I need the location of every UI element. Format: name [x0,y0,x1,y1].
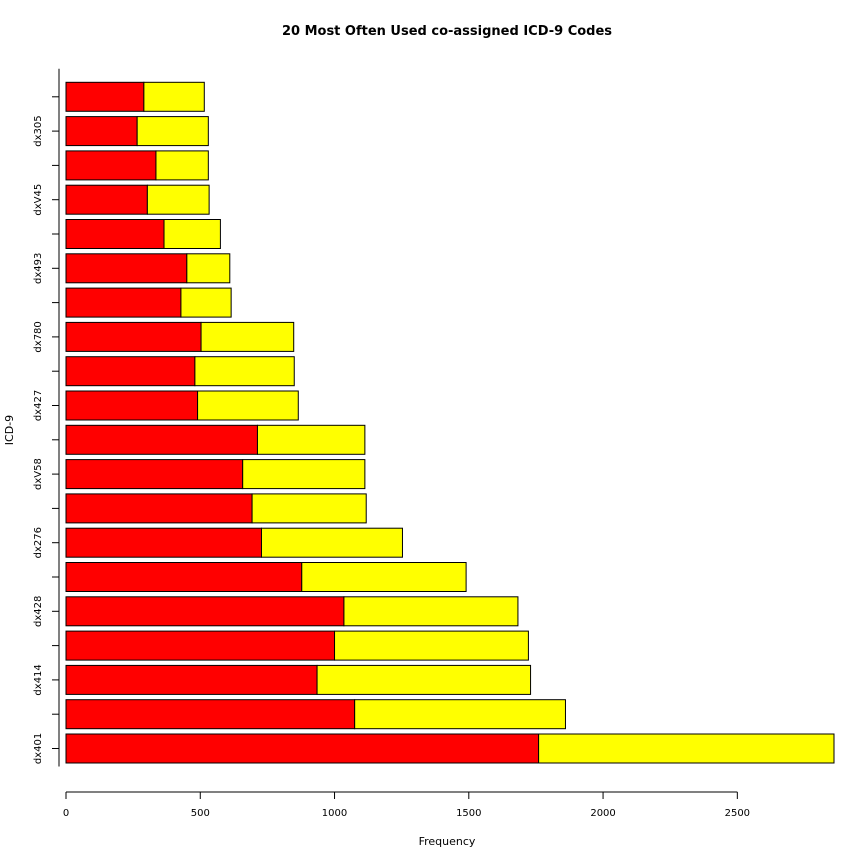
bar-segment-yellow-14 [180,287,232,318]
x-tick-label: 0 [63,808,69,819]
bar-segment-yellow-5 [343,596,519,627]
bar-segment-yellow-20 [143,81,205,112]
bar-segment-yellow-17 [146,184,210,215]
bar-segment-red-3 [65,664,318,695]
bar-segment-red-5 [65,596,345,627]
bar-segment-yellow-8 [251,493,367,524]
bar-segment-yellow-1 [538,733,835,764]
y-axis: dx401 dx414 dx428 dx276 dxV58 dx427 dx780 dx493… [33,68,60,767]
x-tick-label: 1500 [456,808,481,819]
bar-segment-yellow-19 [136,116,209,147]
bar-segment-red-6 [65,562,303,592]
bar-segment-red-17 [65,184,148,215]
bar-segment-red-19 [65,116,138,147]
x-axis-label: Frequency [419,835,476,848]
x-axis: 0 500 1000 1500 2000 2500 [63,791,750,819]
bar-segment-red-20 [65,81,145,112]
bar-segment-red-2 [65,699,356,730]
bar-segment-red-9 [65,459,244,490]
y-tick-label: dx428 [33,596,44,627]
chart-title: 20 Most Often Used co-assigned ICD-9 Cod… [282,24,612,39]
x-tick-label: 1000 [322,808,347,819]
bar-segment-red-11 [65,390,199,421]
bar-segment-red-14 [65,287,182,318]
bar-segment-red-8 [65,493,253,524]
y-tick-label: dx305 [33,115,44,146]
bar-segment-yellow-4 [334,630,529,661]
bar-segment-yellow-3 [316,664,532,695]
y-tick-label: dx401 [33,733,44,764]
bar-segment-red-18 [65,150,157,181]
bar-segment-red-1 [65,733,540,764]
bar-segment-yellow-7 [260,527,403,558]
bar-segment-red-13 [65,321,202,352]
bar-segment-yellow-2 [354,699,566,730]
y-tick-label: dx780 [33,321,44,352]
bar-segment-red-15 [65,253,188,284]
bar-segment-yellow-12 [194,356,295,387]
bar-segment-red-12 [65,356,196,387]
y-tick-label: dx414 [33,664,44,695]
y-tick-label: dx276 [33,527,44,558]
y-tick-label: dxV58 [33,458,44,490]
x-tick-label: 2500 [725,808,750,819]
bar-segment-red-7 [65,527,262,558]
bar-segment-red-4 [65,630,336,661]
y-tick-label: dxV45 [33,184,44,216]
bar-segment-yellow-13 [200,321,295,352]
bar-segment-yellow-11 [197,390,299,421]
y-tick-label: dx427 [33,390,44,421]
bars-group [65,81,835,764]
bar-segment-yellow-15 [186,253,231,284]
bar-segment-yellow-18 [155,150,209,181]
x-tick-label: 500 [191,808,210,819]
bar-segment-red-16 [65,219,165,249]
bar-segment-yellow-6 [301,562,467,592]
x-tick-label: 2000 [590,808,615,819]
bar-segment-yellow-16 [163,219,221,249]
bar-segment-yellow-9 [242,459,366,490]
bar-segment-red-10 [65,424,258,455]
bar-segment-yellow-10 [256,424,366,455]
y-axis-label: ICD-9 [3,415,16,445]
y-tick-label: dx493 [33,253,44,284]
